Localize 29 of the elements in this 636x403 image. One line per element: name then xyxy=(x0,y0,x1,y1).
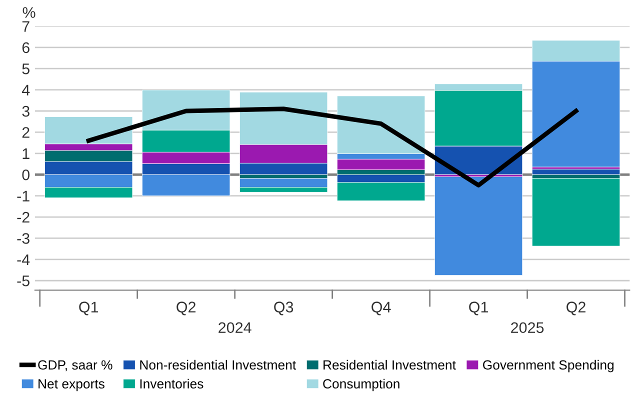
y-tick-label: 5 xyxy=(22,64,30,74)
y-tick-label: 4 xyxy=(22,84,30,96)
legend-label: Consumption xyxy=(323,378,400,392)
y-tick-label: -3 xyxy=(17,233,30,244)
y-tick-label: 3 xyxy=(22,106,30,117)
x-tick-label: Q2 xyxy=(176,302,196,316)
text: 2024 xyxy=(218,322,252,334)
legend-label: Net exports xyxy=(38,379,104,392)
y-tick-label: 2 xyxy=(22,127,30,138)
y-tick-label: -1 xyxy=(17,190,30,202)
y-tick-label: -2 xyxy=(17,212,30,223)
y-tick-label: 0 xyxy=(22,169,30,180)
y-tick-label: -5 xyxy=(17,276,30,286)
legend-label: Residential Investment xyxy=(324,360,456,370)
y-axis-title: % xyxy=(22,7,36,18)
y-tick-label: 7 xyxy=(22,21,30,32)
legend-label: Inventories xyxy=(140,378,204,389)
x-tick-label: Q2 xyxy=(566,302,586,316)
text: 2025 xyxy=(511,322,544,334)
y-tick-label: 1 xyxy=(22,148,30,159)
x-tick-label: Q3 xyxy=(274,302,294,316)
x-tick-label: Q1 xyxy=(79,302,98,316)
legend-label: Government Spending xyxy=(483,360,614,372)
legend-label: Non-residential Investment xyxy=(140,360,296,370)
x-tick-label: Q1 xyxy=(469,302,488,316)
y-tick-label: 6 xyxy=(22,42,30,54)
legend-label: GDP, saar % xyxy=(38,360,112,372)
x-tick-label: Q4 xyxy=(372,302,391,316)
y-tick-label: -4 xyxy=(17,254,30,265)
